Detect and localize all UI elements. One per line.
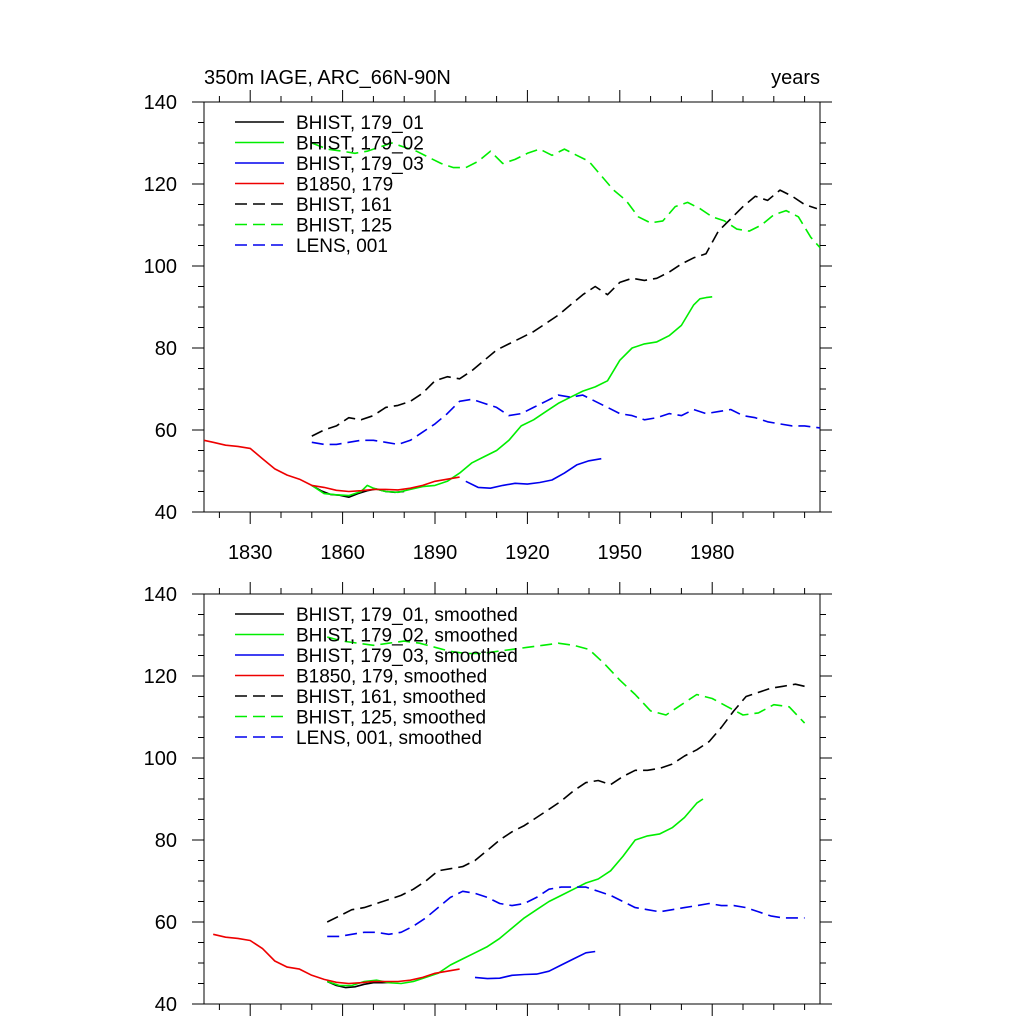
bottom-legend-label: BHIST, 179_03, smoothed xyxy=(296,646,518,667)
top-series-line-3 xyxy=(203,439,460,493)
bottom-series-line-5 xyxy=(326,636,806,724)
top-ytick-label: 120 xyxy=(144,174,177,196)
top-xtick-label: 1950 xyxy=(598,542,643,564)
top-legend-label: BHIST, 179_02 xyxy=(296,134,424,155)
top-series-line-6 xyxy=(311,394,821,446)
top-series-line-4 xyxy=(311,189,818,437)
top-xtick-label: 1920 xyxy=(505,542,550,564)
bottom-ytick-label: 40 xyxy=(155,994,177,1016)
bottom-ytick-label: 100 xyxy=(144,748,177,770)
top-xtick-label: 1980 xyxy=(690,542,735,564)
top-series-line-5 xyxy=(311,142,821,249)
top-panel-title: 350m IAGE, ARC_66N-90N xyxy=(204,67,451,89)
bottom-legend-label: BHIST, 179_01, smoothed xyxy=(296,605,518,626)
top-ytick-label: 80 xyxy=(155,338,177,360)
top-ytick-label: 140 xyxy=(144,92,177,114)
top-legend-label: B1850, 179 xyxy=(296,175,393,196)
top-legend-label: BHIST, 161 xyxy=(296,195,392,216)
bottom-legend-label: BHIST, 161, smoothed xyxy=(296,687,486,708)
bottom-ytick-label: 80 xyxy=(155,830,177,852)
bottom-legend-label: B1850, 179, smoothed xyxy=(296,667,487,688)
top-xtick-label: 1830 xyxy=(228,542,273,564)
bottom-series-line-0 xyxy=(326,980,392,989)
bottom-legend-label: BHIST, 179_02, smoothed xyxy=(296,626,518,647)
top-legend-label: BHIST, 179_03 xyxy=(296,154,424,175)
top-series-line-1 xyxy=(311,296,713,497)
top-panel-units: years xyxy=(771,67,820,89)
top-xtick-label: 1860 xyxy=(320,542,365,564)
bottom-series-line-1 xyxy=(326,798,704,987)
bottom-legend-label: LENS, 001, smoothed xyxy=(296,728,482,749)
top-series-line-2 xyxy=(465,457,602,490)
top-xtick-label: 1890 xyxy=(413,542,458,564)
bottom-ytick-label: 60 xyxy=(155,912,177,934)
top-legend-label: BHIST, 125 xyxy=(296,216,392,237)
bottom-ytick-label: 120 xyxy=(144,666,177,688)
top-legend-label: BHIST, 179_01 xyxy=(296,113,424,134)
bottom-legend-label: BHIST, 125, smoothed xyxy=(296,708,486,729)
top-ytick-label: 60 xyxy=(155,420,177,442)
top-ytick-label: 40 xyxy=(155,502,177,524)
bottom-series-line-2 xyxy=(474,950,596,980)
bottom-series-line-6 xyxy=(327,886,805,938)
bottom-ytick-label: 140 xyxy=(144,584,177,606)
top-legend-label: LENS, 001 xyxy=(296,236,388,257)
bottom-series-line-4 xyxy=(326,683,805,923)
top-panel: 350m IAGE, ARC_66N-90N years 40 60 80 100 12… xyxy=(144,67,832,564)
top-ytick-label: 100 xyxy=(144,256,177,278)
bottom-series-line-3 xyxy=(213,933,460,985)
top-plot-area: 40 60 80 100 120 140 1830 1860 1890 1920 1950 1980 B… xyxy=(144,90,832,564)
